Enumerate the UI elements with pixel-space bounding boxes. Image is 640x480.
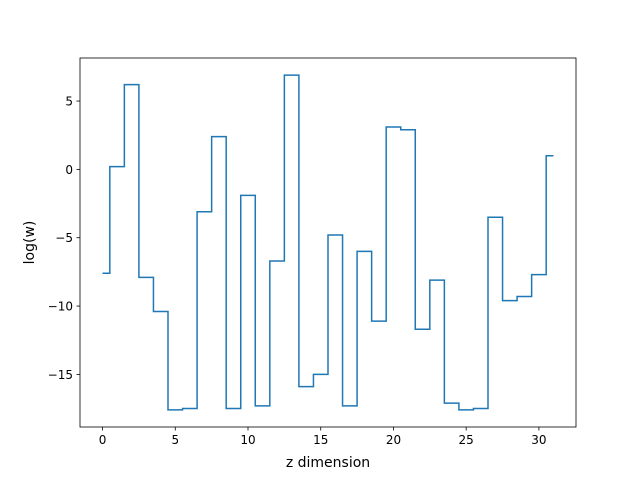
x-tick-label: 10: [240, 433, 255, 447]
x-tick-label: 5: [171, 433, 179, 447]
y-tick-label: −5: [55, 231, 73, 245]
y-axis-ticks: 5 0 −5 −10 −15: [48, 95, 80, 382]
y-tick-label: 0: [65, 163, 73, 177]
y-tick-label: −10: [48, 300, 73, 314]
x-tick-label: 20: [386, 433, 401, 447]
x-tick-label: 0: [99, 433, 107, 447]
series-line: [102, 74, 554, 411]
x-axis-label: z dimension: [286, 455, 370, 471]
x-tick-label: 30: [531, 433, 546, 447]
y-tick-label: 5: [65, 95, 73, 109]
y-axis-label: log(w): [22, 221, 38, 265]
x-tick-label: 15: [313, 433, 328, 447]
y-tick-label: −15: [48, 368, 73, 382]
plot-area: [79, 57, 577, 428]
x-tick-label: 25: [459, 433, 474, 447]
axes-frame: [79, 57, 577, 428]
x-axis-ticks: 0 5 10 15 20 25 30: [99, 427, 547, 447]
